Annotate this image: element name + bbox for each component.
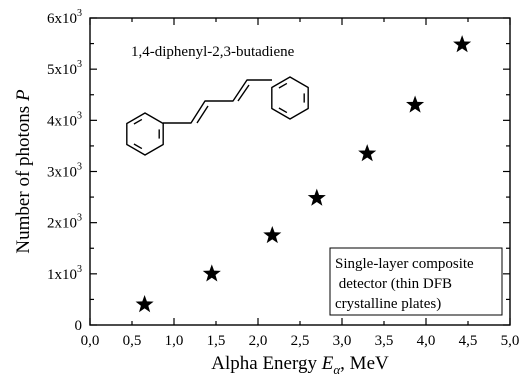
x-tick-label: 1,0 xyxy=(165,333,184,349)
y-tick-label-base: 2x10 xyxy=(47,216,77,232)
y-axis-title-prefix: Number of photons xyxy=(13,101,34,254)
x-tick-label: 4,5 xyxy=(459,333,478,349)
y-tick-label-base: 4x10 xyxy=(47,113,77,129)
x-tick-label: 2,0 xyxy=(249,333,268,349)
x-axis-title-prefix: Alpha Energy xyxy=(211,353,321,374)
y-tick-label: 2x103 xyxy=(47,213,82,232)
x-axis-title-subscript: α xyxy=(333,362,341,377)
data-point-star xyxy=(453,35,472,53)
chain-double-bond xyxy=(196,105,209,124)
y-tick-label-base: 0 xyxy=(75,318,83,334)
legend-line: detector (thin DFB xyxy=(335,276,452,292)
x-axis-title: Alpha Energy Eα, MeV xyxy=(211,353,389,377)
x-axis-title-symbol: E xyxy=(321,353,334,374)
data-point-star xyxy=(307,188,326,206)
y-tick-label-base: 1x10 xyxy=(47,267,77,283)
y-tick-label-exponent: 3 xyxy=(77,264,82,275)
benzene-ring xyxy=(126,112,164,156)
legend-line: crystalline plates) xyxy=(335,296,441,312)
y-tick-label-base: 3x10 xyxy=(47,165,77,181)
ring-double-bond xyxy=(278,107,288,114)
x-tick-label: 0,5 xyxy=(123,333,142,349)
legend-box: Single-layer composite detector (thin DF… xyxy=(329,247,503,316)
ticks-layer: 0,0 0,5 1,0 1,5 2,0 2,5 3,0 3,5 4,0 4,5 5,001x1032… xyxy=(47,8,519,349)
x-tick-label: 3,0 xyxy=(333,333,352,349)
x-tick-label: 1,5 xyxy=(207,333,226,349)
y-tick-label: 5x103 xyxy=(47,59,82,78)
molecule-structure xyxy=(126,76,309,156)
y-axis-title-symbol: P xyxy=(13,89,34,102)
y-tick-label: 6x103 xyxy=(47,8,82,27)
y-tick-label-exponent: 3 xyxy=(77,162,82,173)
y-tick-label-exponent: 3 xyxy=(77,8,82,19)
y-tick-label-exponent: 3 xyxy=(77,59,82,70)
y-axis-title: Number of photons P xyxy=(13,89,34,254)
y-tick-label-base: 5x10 xyxy=(47,62,77,78)
plot-frame xyxy=(89,17,511,326)
legend-frame xyxy=(329,247,503,316)
benzene-ring xyxy=(271,76,309,120)
y-tick-label: 4x103 xyxy=(47,110,82,129)
y-tick-label-exponent: 3 xyxy=(77,110,82,121)
y-tick-label: 0 xyxy=(75,318,83,334)
y-tick-label: 3x103 xyxy=(47,162,82,181)
data-point-star xyxy=(202,264,221,282)
butadiene-chain xyxy=(163,79,272,124)
data-point-star xyxy=(135,295,154,313)
ring-double-bond xyxy=(133,143,143,150)
x-tick-label: 4,0 xyxy=(417,333,436,349)
x-tick-label: 3,5 xyxy=(375,333,394,349)
molecule-name-annotation: 1,4-diphenyl-2,3-butadiene xyxy=(131,44,295,60)
legend-line: Single-layer composite xyxy=(335,256,474,272)
y-tick-label-exponent: 3 xyxy=(77,213,82,224)
x-tick-label: 2,5 xyxy=(291,333,310,349)
ring-double-bond xyxy=(278,82,288,89)
points-layer xyxy=(135,35,472,313)
x-tick-label: 5,0 xyxy=(501,333,520,349)
ring-double-bond xyxy=(133,118,143,125)
y-tick-label-base: 6x10 xyxy=(47,11,77,27)
x-tick-label: 0,0 xyxy=(81,333,100,349)
x-axis-title-suffix: , MeV xyxy=(340,353,389,374)
chain-double-bond xyxy=(237,84,250,102)
data-point-star xyxy=(358,144,377,162)
data-point-star xyxy=(406,95,425,113)
y-tick-label: 1x103 xyxy=(47,264,82,283)
data-point-star xyxy=(263,225,282,244)
